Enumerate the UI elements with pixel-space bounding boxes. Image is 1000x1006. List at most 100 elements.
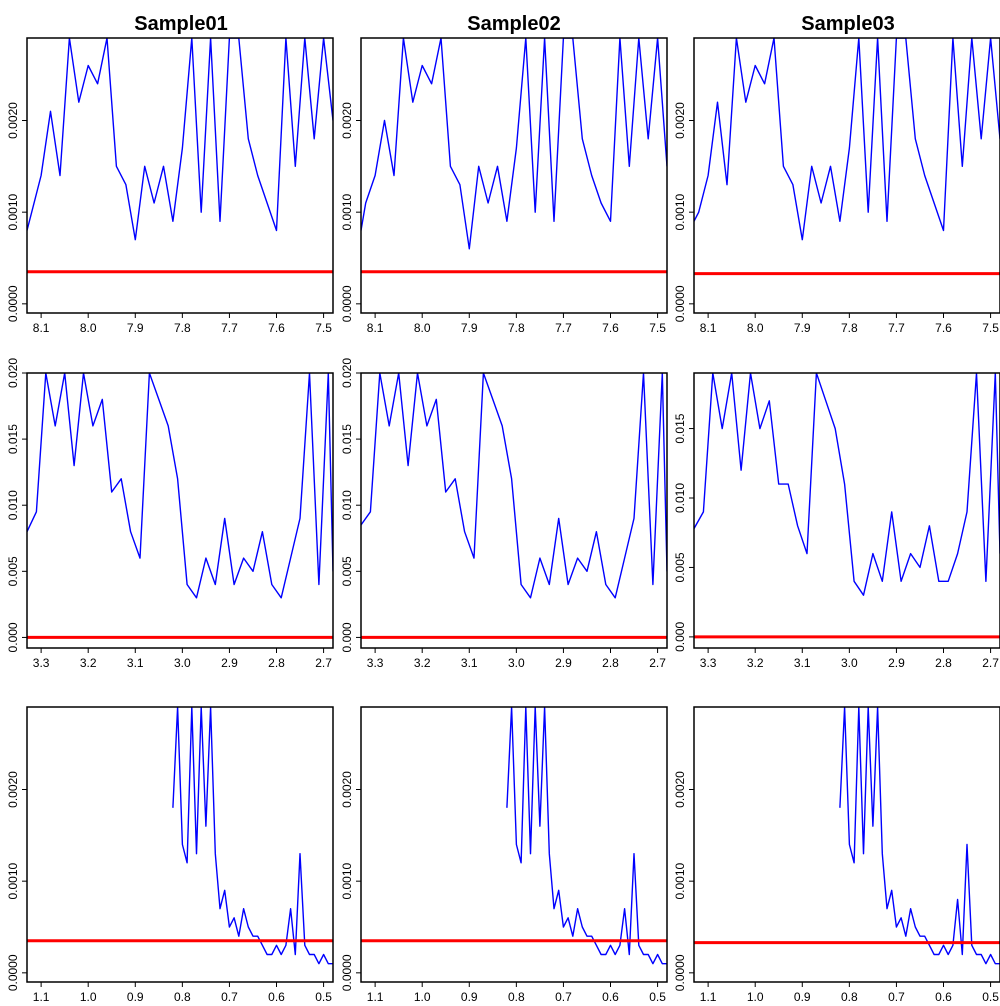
y-tick-label: 0.0010	[340, 193, 354, 230]
x-tick-label: 0.8	[174, 990, 191, 1004]
x-tick-label: 2.8	[268, 656, 285, 670]
x-tick-label: 0.7	[221, 990, 238, 1004]
x-tick-label: 0.9	[794, 990, 811, 1004]
x-tick-label: 0.5	[649, 990, 666, 1004]
x-tick-label: 7.5	[649, 321, 666, 335]
spectrum-line	[839, 707, 1000, 965]
panel-3-3: 1.1 1.0 0.9 0.8 0.7 0.6 0.5 0.0000 0.0010 0.0020	[673, 706, 1000, 1004]
y-tick-label: 0.000	[6, 622, 20, 652]
panel-frame	[693, 37, 1000, 314]
x-tick-label: 3.2	[747, 656, 764, 670]
x-tick-label: 1.1	[700, 990, 717, 1004]
panel-3-2: 1.1 1.0 0.9 0.8 0.7 0.6 0.5 0.0000 0.0010 0.0020	[340, 706, 668, 1004]
panel-1-1: 8.1 8.0 7.9 7.8 7.7 7.6 7.5 0.0000 0.0010 0.0020	[6, 37, 334, 335]
x-tick-label: 0.6	[935, 990, 952, 1004]
x-tick-label: 2.9	[555, 656, 572, 670]
y-tick-label: 0.0010	[6, 193, 20, 230]
column-title-sample02: Sample02	[467, 13, 560, 35]
x-tick-label: 7.8	[841, 321, 858, 335]
x-tick-label: 0.5	[982, 990, 999, 1004]
y-tick-label: 0.0020	[340, 771, 354, 808]
y-tick-label: 0.0020	[340, 102, 354, 139]
x-tick-label: 1.1	[367, 990, 384, 1004]
x-tick-label: 2.8	[935, 656, 952, 670]
x-tick-label: 7.7	[555, 321, 572, 335]
x-tick-label: 3.1	[127, 656, 144, 670]
y-tick-label: 0.020	[340, 358, 354, 388]
y-tick-label: 0.010	[6, 490, 20, 520]
x-tick-label: 1.1	[33, 990, 50, 1004]
x-tick-label: 3.2	[414, 656, 431, 670]
x-tick-label: 0.8	[508, 990, 525, 1004]
x-tick-label: 8.0	[747, 321, 764, 335]
x-tick-label: 7.9	[794, 321, 811, 335]
y-tick-label: 0.010	[340, 490, 354, 520]
y-tick-label: 0.020	[6, 358, 20, 388]
panel-frame	[26, 706, 334, 983]
x-tick-label: 8.0	[80, 321, 97, 335]
column-title-sample03: Sample03	[801, 13, 894, 35]
panel-frame	[360, 372, 668, 649]
x-tick-label: 7.9	[127, 321, 144, 335]
panel-1-3: 8.1 8.0 7.9 7.8 7.7 7.6 7.5 0.0000 0.0010 0.0020	[673, 37, 1000, 335]
spectrum-line	[361, 38, 667, 250]
spectrum-line	[27, 38, 333, 241]
panel-grid: 8.1 8.0 7.9 7.8 7.7 7.6 7.5 0.0000 0.0010 0.0020 8…	[6, 37, 1000, 1004]
x-tick-label: 0.8	[841, 990, 858, 1004]
spectrum-line	[694, 373, 1000, 596]
y-tick-label: 0.000	[340, 622, 354, 652]
x-tick-label: 7.9	[461, 321, 478, 335]
panel-frame	[693, 372, 1000, 649]
y-tick-label: 0.0000	[340, 285, 354, 322]
x-tick-label: 2.9	[221, 656, 238, 670]
x-tick-label: 0.9	[127, 990, 144, 1004]
x-tick-label: 7.8	[174, 321, 191, 335]
x-tick-label: 0.6	[602, 990, 619, 1004]
panel-frame	[693, 706, 1000, 983]
panel-2-1: 3.3 3.2 3.1 3.0 2.9 2.8 2.7 0.000 0.005 0.010 0.01…	[6, 358, 334, 670]
x-tick-label: 3.1	[794, 656, 811, 670]
y-tick-label: 0.0000	[6, 954, 20, 991]
x-tick-label: 8.0	[414, 321, 431, 335]
y-tick-label: 0.0000	[340, 954, 354, 991]
y-tick-label: 0.0010	[673, 862, 687, 899]
x-tick-label: 2.7	[982, 656, 999, 670]
column-title-sample01: Sample01	[134, 13, 227, 35]
panel-2-3: 3.3 3.2 3.1 3.0 2.9 2.8 2.7 0.000 0.005 0.010 0.01…	[673, 372, 1000, 670]
spectrum-line	[172, 707, 333, 965]
x-tick-label: 1.0	[414, 990, 431, 1004]
y-tick-label: 0.0010	[6, 862, 20, 899]
x-tick-label: 3.0	[174, 656, 191, 670]
y-tick-label: 0.015	[6, 424, 20, 454]
y-tick-label: 0.0010	[340, 862, 354, 899]
x-tick-label: 7.5	[315, 321, 332, 335]
panel-frame	[26, 372, 334, 649]
y-tick-label: 0.0000	[673, 954, 687, 991]
y-tick-label: 0.0020	[673, 771, 687, 808]
x-tick-label: 3.3	[700, 656, 717, 670]
x-tick-label: 7.5	[982, 321, 999, 335]
panel-2-2: 3.3 3.2 3.1 3.0 2.9 2.8 2.7 0.000 0.005 0.010 0.01…	[340, 358, 668, 670]
panel-frame	[360, 706, 668, 983]
panel-1-2: 8.1 8.0 7.9 7.8 7.7 7.6 7.5 0.0000 0.0010 0.0020	[340, 37, 668, 335]
y-tick-label: 0.005	[340, 556, 354, 586]
x-tick-label: 0.6	[268, 990, 285, 1004]
spectrum-line	[27, 373, 333, 599]
x-tick-label: 3.0	[841, 656, 858, 670]
panel-frame	[360, 37, 668, 314]
spectrum-line	[361, 373, 667, 599]
y-tick-label: 0.0020	[6, 102, 20, 139]
x-tick-label: 0.7	[555, 990, 572, 1004]
x-tick-label: 3.3	[367, 656, 384, 670]
x-tick-label: 2.8	[602, 656, 619, 670]
x-tick-label: 1.0	[80, 990, 97, 1004]
x-tick-label: 7.6	[602, 321, 619, 335]
x-tick-label: 8.1	[367, 321, 384, 335]
x-tick-label: 7.7	[888, 321, 905, 335]
panel-3-1: 1.1 1.0 0.9 0.8 0.7 0.6 0.5 0.0000 0.0010 0.0020	[6, 706, 334, 1004]
y-tick-label: 0.005	[673, 552, 687, 582]
x-tick-label: 0.7	[888, 990, 905, 1004]
x-tick-label: 2.9	[888, 656, 905, 670]
x-tick-label: 8.1	[33, 321, 50, 335]
